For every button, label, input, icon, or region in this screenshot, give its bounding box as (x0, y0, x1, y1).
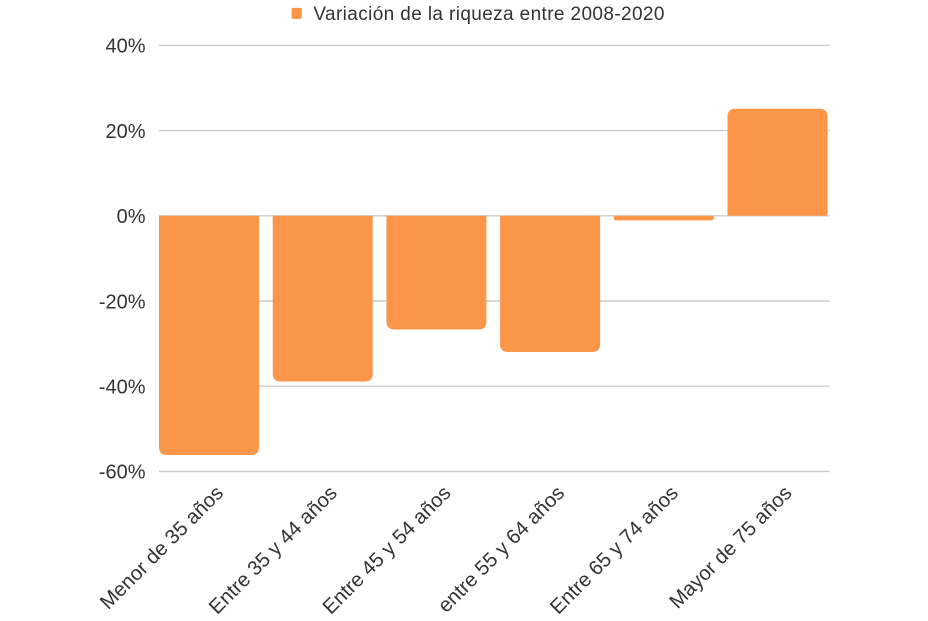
svg-text:20%: 20% (105, 121, 145, 143)
svg-text:Variación de la riqueza entre: Variación de la riqueza entre 2008-2020 (313, 4, 664, 25)
svg-text:-60%: -60% (99, 462, 146, 484)
svg-text:-20%: -20% (99, 291, 146, 313)
svg-text:40%: 40% (105, 36, 145, 58)
svg-text:0%: 0% (117, 206, 146, 228)
svg-text:-40%: -40% (99, 377, 146, 399)
